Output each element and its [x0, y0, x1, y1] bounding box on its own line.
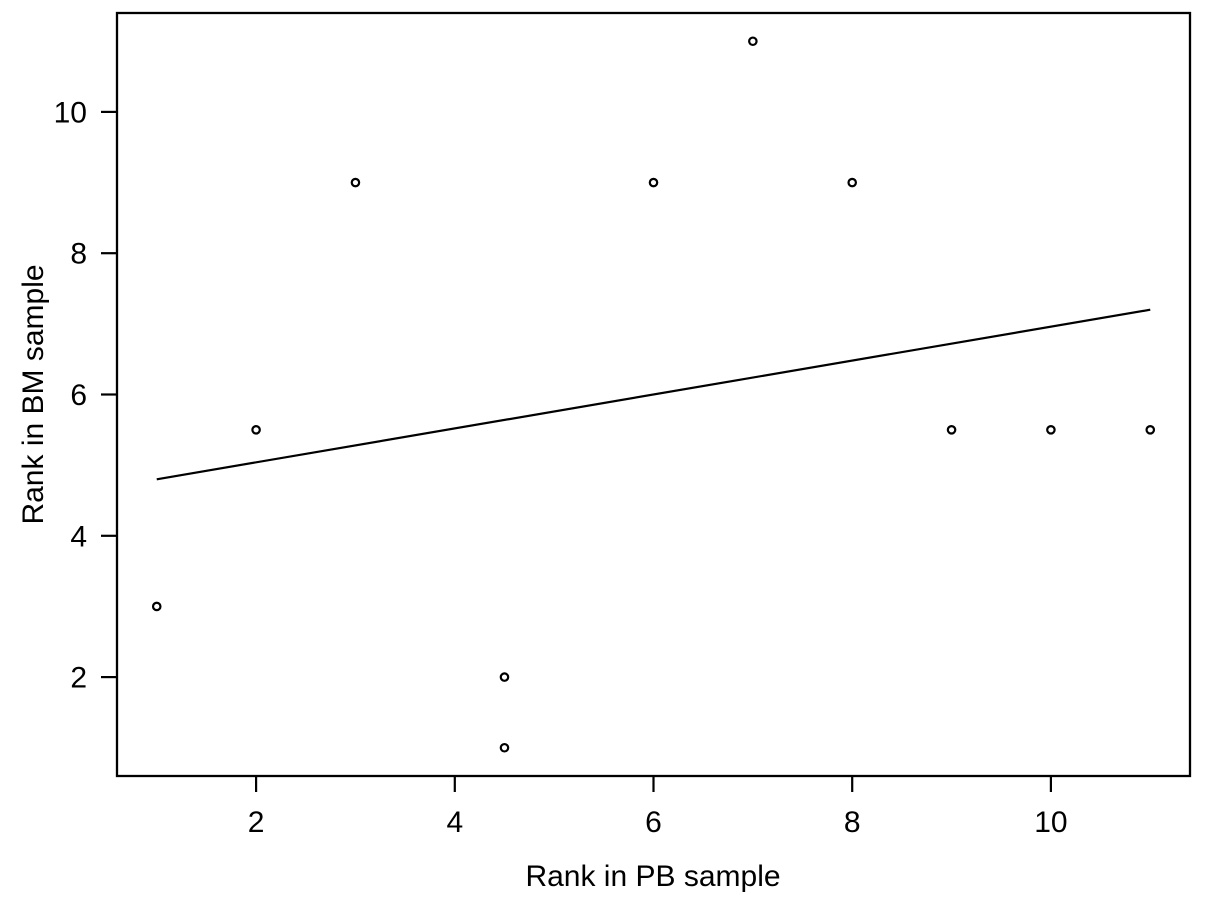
y-tick-label: 10: [54, 96, 87, 129]
y-axis-title: Rank in BM sample: [17, 264, 50, 524]
plot-box-border: [115, 11, 1192, 778]
data-point: [1046, 425, 1056, 435]
data-point: [847, 177, 858, 188]
data-point: [251, 425, 261, 435]
x-tick-label: 8: [844, 806, 861, 839]
x-axis: 2 4 6 8 10: [248, 776, 1068, 839]
y-tick-label: 4: [70, 520, 87, 553]
regression-line: [156, 308, 1151, 481]
data-point: [946, 425, 957, 435]
data-point: [748, 36, 758, 47]
y-tick-label: 6: [70, 379, 87, 412]
x-tick-label: 10: [1034, 806, 1067, 839]
x-tick-label: 2: [248, 806, 265, 839]
data-point: [350, 177, 361, 188]
data-point: [1145, 425, 1156, 435]
y-tick-label: 8: [70, 238, 87, 271]
data-point: [151, 601, 162, 612]
x-tick-label: 4: [446, 806, 463, 839]
y-tick-label: 2: [70, 662, 87, 695]
data-point: [648, 177, 659, 188]
data-points: [151, 36, 1156, 753]
y-axis: 2 4 6 8 10: [54, 96, 117, 695]
x-axis-title: Rank in PB sample: [525, 860, 780, 893]
x-tick-label: 6: [645, 806, 662, 839]
data-point: [499, 672, 510, 682]
data-point: [499, 742, 510, 753]
